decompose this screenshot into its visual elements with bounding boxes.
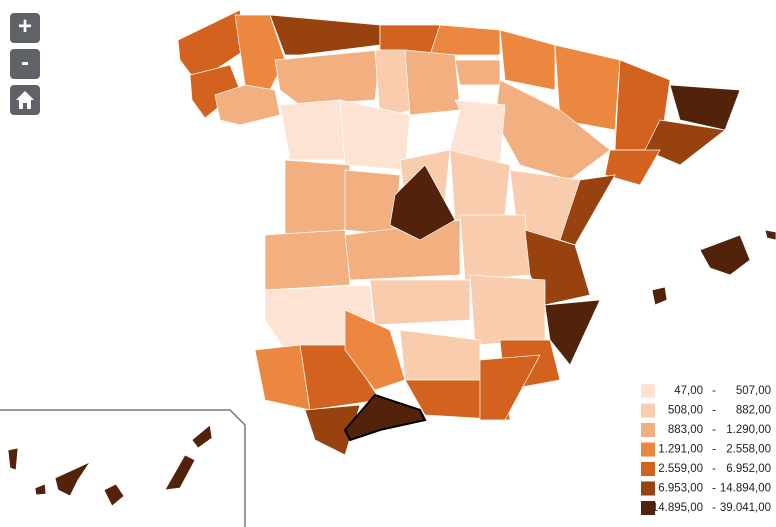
province	[604, 149, 661, 186]
legend-from: 47,00	[674, 385, 703, 397]
legend-to: 2.558,00	[726, 444, 771, 456]
province	[279, 99, 346, 161]
province	[7, 447, 19, 471]
province	[449, 149, 511, 221]
legend-swatch	[641, 481, 655, 496]
province	[499, 29, 556, 91]
province	[103, 483, 125, 507]
province	[164, 454, 196, 491]
legend-swatch	[641, 501, 655, 515]
legend-to: 6.952,00	[726, 463, 771, 475]
legend-to: 882,00	[736, 405, 771, 417]
legend-separator: -	[712, 405, 716, 417]
legend-separator: -	[712, 483, 716, 495]
legend-swatch	[641, 403, 655, 418]
legend-to: 1.290,00	[726, 424, 771, 436]
legend-separator: -	[712, 463, 716, 475]
province	[404, 49, 461, 116]
province	[389, 164, 456, 241]
province	[429, 24, 501, 56]
zoom-in-button[interactable]: +	[10, 13, 40, 43]
province	[343, 393, 427, 442]
province	[344, 309, 406, 391]
legend-from: 6.953,00	[658, 483, 703, 495]
legend-swatch	[641, 442, 655, 457]
province	[644, 119, 726, 166]
legend-separator: -	[712, 385, 716, 397]
legend-from: 14.895,00	[652, 502, 703, 514]
province	[304, 404, 361, 456]
province	[214, 84, 281, 126]
province	[274, 49, 381, 106]
home-button[interactable]	[10, 85, 40, 115]
zoom-out-button[interactable]: -	[10, 49, 40, 79]
legend-from: 1.291,00	[658, 444, 703, 456]
province	[554, 44, 621, 131]
province	[479, 354, 541, 421]
legend-swatch	[641, 384, 655, 398]
province	[651, 286, 668, 306]
province	[699, 234, 751, 276]
province	[459, 214, 531, 281]
province	[399, 329, 481, 381]
province	[544, 299, 601, 366]
legend-from: 2.559,00	[658, 463, 703, 475]
legend-separator: -	[712, 444, 716, 456]
legend-to: 507,00	[736, 385, 771, 397]
legend-from: 883,00	[668, 424, 703, 436]
legend-separator: -	[712, 502, 716, 514]
legend: 47,00-507,00508,00-882,00883,00-1.290,00…	[641, 384, 771, 515]
legend-to: 39.041,00	[720, 502, 771, 514]
legend-from: 508,00	[668, 405, 703, 417]
legend-swatch	[641, 462, 655, 476]
province	[469, 274, 546, 346]
provinces	[7, 9, 776, 507]
inset-frame	[0, 409, 246, 527]
province	[264, 229, 351, 291]
province	[764, 229, 776, 241]
province	[269, 14, 381, 56]
province	[369, 279, 471, 326]
legend-separator: -	[712, 424, 716, 436]
home-icon	[16, 91, 34, 109]
province	[34, 483, 47, 496]
province	[284, 159, 351, 236]
province	[454, 59, 501, 86]
legend-to: 14.894,00	[720, 483, 771, 495]
province	[191, 424, 213, 449]
province	[54, 461, 91, 497]
legend-swatch	[641, 423, 655, 437]
